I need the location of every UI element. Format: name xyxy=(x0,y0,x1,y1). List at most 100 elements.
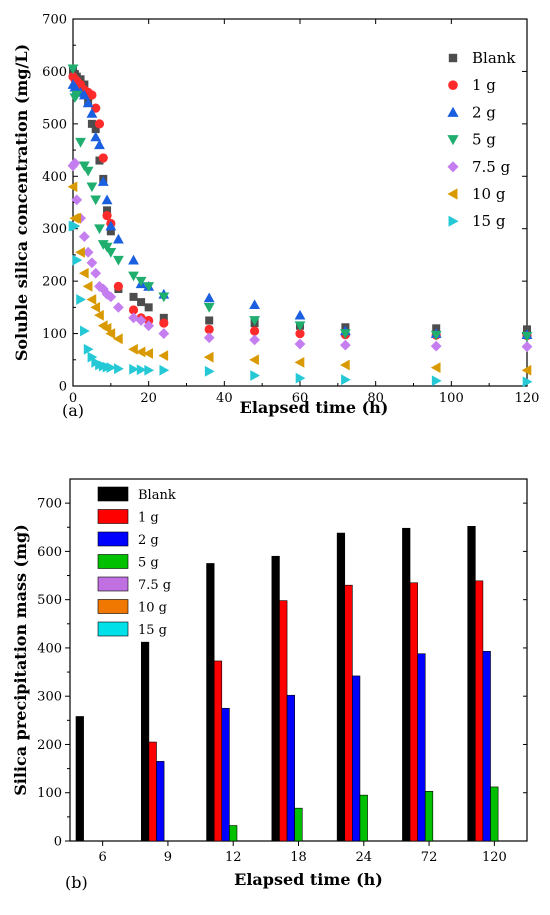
x-tick-label: 24 xyxy=(356,850,373,865)
legend-label: 1 g xyxy=(138,511,159,526)
y-tick-label: 400 xyxy=(42,170,67,185)
y-tick-label: 0 xyxy=(54,835,62,850)
data-point-blank xyxy=(103,206,112,215)
legend-marker xyxy=(448,215,459,227)
data-point-2-g xyxy=(113,233,124,244)
bar-2-g xyxy=(417,653,426,842)
y-axis-label: Soluble silica concentration (mg/L) xyxy=(12,44,31,361)
data-point-10-g xyxy=(71,212,82,224)
data-point-15-g xyxy=(144,364,155,376)
data-point-10-g xyxy=(94,309,104,321)
data-point-7-5-g xyxy=(69,157,81,169)
data-point-1-g xyxy=(128,305,139,315)
data-point-1-g xyxy=(250,326,260,336)
data-point-10-g xyxy=(521,364,532,376)
x-tick-label: 9 xyxy=(164,850,172,865)
legend-swatch xyxy=(97,531,129,547)
data-point-7-5-g xyxy=(113,301,124,313)
legend-label: 7.5 g xyxy=(138,578,171,593)
bar-1-g xyxy=(475,580,484,842)
bar-blank xyxy=(467,526,476,842)
legend-marker xyxy=(447,161,459,173)
y-tick-label: 500 xyxy=(37,593,62,608)
x-tick-label: 120 xyxy=(482,850,507,865)
data-point-5-g xyxy=(203,303,215,313)
data-point-10-g xyxy=(294,357,305,368)
data-point-5-g xyxy=(90,195,102,206)
data-point-15-g xyxy=(72,254,83,266)
data-point-10-g xyxy=(135,346,146,358)
bar-1-g xyxy=(148,741,157,842)
data-point-15-g xyxy=(250,370,260,381)
data-point-1-g xyxy=(87,90,97,100)
x-tick-label: 12 xyxy=(225,850,242,865)
data-point-2-g xyxy=(105,220,117,231)
data-point-7-5-g xyxy=(203,332,215,344)
bar-1-g xyxy=(409,582,418,842)
data-point-7-5-g xyxy=(82,246,94,258)
data-point-10-g xyxy=(78,267,89,279)
x-tick-label: 6 xyxy=(99,850,107,865)
data-point-7-5-g xyxy=(135,315,147,326)
data-point-5-g xyxy=(101,242,113,253)
data-point-5-g xyxy=(78,161,90,172)
data-point-1-g xyxy=(98,153,108,163)
data-point-5-g xyxy=(86,182,98,193)
data-point-15-g xyxy=(80,325,90,337)
data-point-7-5-g xyxy=(97,283,109,295)
x-tick-label: 80 xyxy=(367,391,384,406)
data-point-15-g xyxy=(136,364,147,376)
y-tick-label: 200 xyxy=(42,275,67,290)
legend-marker xyxy=(447,106,459,117)
legend-label: 5 g xyxy=(472,131,496,149)
y-tick-label: 600 xyxy=(42,65,67,80)
data-point-1-g xyxy=(94,119,105,129)
data-point-7-5-g xyxy=(249,334,260,346)
bar-5-g xyxy=(490,786,499,842)
data-point-10-g xyxy=(158,350,169,361)
y-tick-label: 500 xyxy=(42,117,67,132)
bar-blank xyxy=(140,641,150,842)
data-point-10-g xyxy=(203,351,214,363)
x-tick-label: 100 xyxy=(439,391,464,406)
chart-a: 0 20 40 60 80 100 120 0 100 200 300 400 500 600 700 Ela… xyxy=(12,13,540,421)
data-point-2-g xyxy=(94,139,105,150)
data-point-5-g xyxy=(105,247,117,258)
y-tick-label: 0 xyxy=(59,380,67,395)
data-point-2-g xyxy=(249,299,260,310)
data-point-2-g xyxy=(294,309,306,320)
data-point-blank xyxy=(144,303,153,312)
x-tick-label: 120 xyxy=(515,391,540,406)
bar-1-g xyxy=(213,660,223,842)
x-tick-label: 20 xyxy=(140,391,157,406)
data-point-2-g xyxy=(78,89,90,100)
x-axis-label: Elapsed time (h) xyxy=(234,870,383,889)
data-point-2-g xyxy=(128,254,139,265)
legend-swatch xyxy=(97,509,129,524)
legend-label: Blank xyxy=(472,49,516,67)
data-point-7-5-g xyxy=(101,288,113,300)
legend-label: 2 g xyxy=(138,533,159,548)
data-point-10-g xyxy=(82,280,93,292)
legend-swatch xyxy=(97,486,129,502)
y-tick-label: 600 xyxy=(37,545,62,560)
bar-blank xyxy=(206,563,215,842)
bar-1-g xyxy=(344,584,353,842)
data-point-2-g xyxy=(101,194,113,205)
data-point-10-g xyxy=(90,301,101,313)
data-point-15-g xyxy=(341,374,351,386)
data-point-10-g xyxy=(143,348,153,359)
legend-label: 1 g xyxy=(472,76,496,94)
legend-swatch xyxy=(97,599,129,614)
legend-label: 15 g xyxy=(472,212,506,230)
y-tick-label: 100 xyxy=(37,786,62,801)
data-point-15-g xyxy=(70,220,81,232)
data-point-2-g xyxy=(97,176,109,186)
data-point-15-g xyxy=(129,363,139,375)
bar-blank xyxy=(402,527,411,842)
data-point-7-5-g xyxy=(90,267,102,279)
data-point-7-5-g xyxy=(294,338,306,350)
data-point-10-g xyxy=(105,328,116,339)
legend-label: 15 g xyxy=(138,623,167,638)
bar-2-g xyxy=(352,675,361,842)
